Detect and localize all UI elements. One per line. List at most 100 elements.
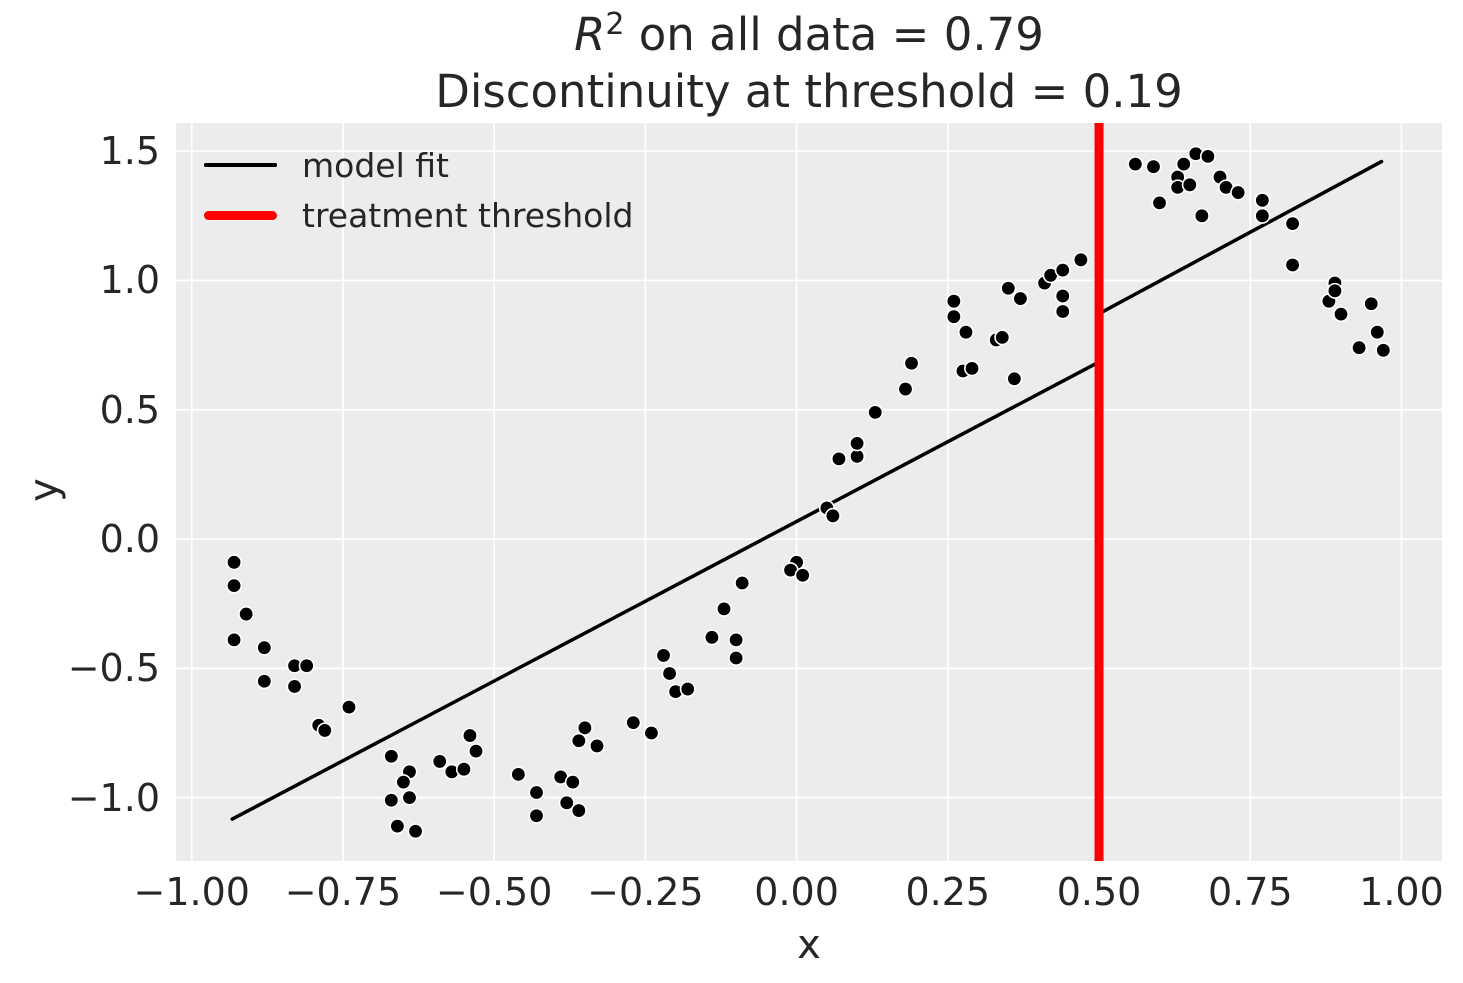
scatter-point — [994, 329, 1011, 346]
scatter-point — [945, 308, 962, 325]
scatter-point — [1006, 370, 1023, 387]
scatter-point — [903, 355, 920, 372]
scatter-point — [945, 293, 962, 310]
scatter-point — [1151, 194, 1168, 211]
scatter-point — [461, 727, 478, 744]
scatter-point — [1369, 324, 1386, 341]
scatter-point — [383, 792, 400, 809]
legend-label-model-fit: model fit — [302, 145, 449, 185]
scatter-point — [401, 789, 418, 806]
scatter-point — [256, 673, 273, 690]
scatter-point — [1254, 192, 1271, 209]
scatter-point — [661, 665, 678, 682]
y-tick-label: −1.0 — [67, 775, 160, 820]
scatter-point — [655, 647, 672, 664]
scatter-point — [395, 774, 412, 791]
scatter-point — [1351, 339, 1368, 356]
scatter-point — [564, 774, 581, 791]
x-tick-label: −0.50 — [435, 870, 553, 914]
x-tick-label: 0.00 — [754, 870, 839, 914]
scatter-point — [226, 554, 243, 571]
scatter-point — [1175, 156, 1192, 173]
scatter-point — [1072, 251, 1089, 268]
treatment-threshold-line-swatch — [204, 210, 277, 220]
scatter-point — [407, 823, 424, 840]
y-tick-label: 1.0 — [99, 258, 160, 303]
scatter-point — [588, 737, 605, 754]
scatter-point — [1284, 215, 1301, 232]
scatter-point — [849, 435, 866, 452]
scatter-point — [286, 678, 303, 695]
scatter-point — [1375, 342, 1392, 359]
scatter-point — [389, 818, 406, 835]
scatter-point — [897, 381, 914, 398]
scatter-point — [1230, 184, 1247, 201]
model-fit-line — [1100, 159, 1384, 314]
x-tick-label: 0.50 — [1056, 870, 1142, 914]
scatter-point — [316, 722, 333, 739]
scatter-point — [298, 657, 315, 674]
scatter-point — [625, 714, 642, 731]
model-fit-line-swatch — [204, 163, 277, 167]
legend-item-treatment-threshold: treatment threshold — [204, 190, 633, 240]
scatter-point — [1012, 290, 1029, 307]
title-math-symbol: R — [574, 8, 606, 61]
scatter-point — [570, 732, 587, 749]
scatter-point — [455, 761, 472, 778]
legend-item-model-fit: model fit — [204, 140, 633, 190]
scatter-point — [964, 360, 981, 377]
scatter-point — [734, 575, 751, 592]
scatter-point — [824, 507, 841, 524]
scatter-point — [468, 743, 485, 760]
x-tick-label: 0.25 — [905, 870, 991, 914]
scatter-point — [794, 567, 811, 584]
scatter-point — [1326, 282, 1343, 299]
scatter-point — [1193, 207, 1210, 224]
x-tick-label: 0.75 — [1207, 870, 1293, 914]
title-line2-text: Discontinuity at threshold = 0.19 — [435, 65, 1183, 118]
scatter-point — [830, 450, 847, 467]
scatter-point — [703, 629, 720, 646]
scatter-point — [226, 631, 243, 648]
x-axis-label: x — [797, 922, 821, 968]
scatter-point — [528, 784, 545, 801]
y-tick-label: −0.5 — [67, 646, 160, 691]
y-tick-label: 1.5 — [99, 129, 160, 174]
scatter-point — [383, 748, 400, 765]
scatter-point — [1145, 158, 1162, 175]
scatter-point — [679, 681, 696, 698]
scatter-point — [558, 794, 575, 811]
scatter-point — [1054, 262, 1071, 279]
scatter-point — [226, 577, 243, 594]
scatter-point — [256, 639, 273, 656]
scatter-point — [340, 699, 357, 716]
scatter-point — [570, 802, 587, 819]
x-tick-label: −0.25 — [587, 870, 704, 914]
y-tick-label: 0.5 — [99, 387, 160, 432]
scatter-point — [238, 606, 255, 623]
scatter-point — [728, 650, 745, 667]
x-tick-label: −1.00 — [133, 870, 250, 914]
y-axis-label: y — [21, 478, 67, 502]
scatter-point — [957, 324, 974, 341]
legend-label-treatment-threshold: treatment threshold — [302, 195, 634, 235]
title-exponent: 2 — [605, 7, 625, 42]
scatter-point — [1332, 306, 1349, 323]
scatter-point — [1000, 280, 1017, 297]
scatter-point — [716, 600, 733, 617]
scatter-point — [1054, 287, 1071, 304]
x-tick-label: −0.75 — [284, 870, 402, 914]
scatter-point — [867, 404, 884, 421]
title-line1-text: on all data = 0.79 — [624, 8, 1044, 61]
model-fit-line — [230, 361, 1099, 821]
scatter-point — [1363, 295, 1380, 312]
scatter-point — [576, 719, 593, 736]
legend: model fit treatment threshold — [204, 140, 633, 240]
scatter-point — [1181, 176, 1198, 193]
scatter-point — [1054, 303, 1071, 320]
chart-title: R2 on all data = 0.79 Discontinuity at t… — [176, 6, 1442, 120]
scatter-point — [1199, 148, 1216, 165]
scatter-point — [510, 766, 527, 783]
